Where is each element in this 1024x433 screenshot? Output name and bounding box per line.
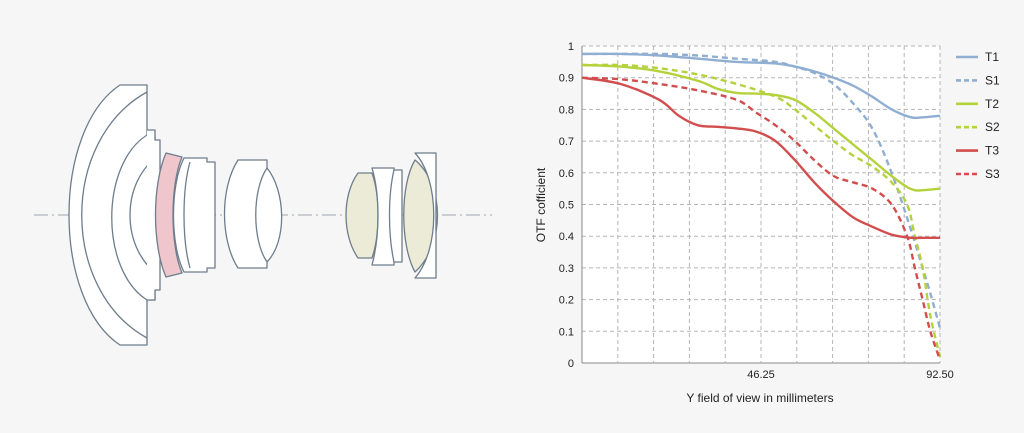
- y-tick-label: 0: [568, 358, 574, 370]
- x-axis-title: Y field of view in millimeters: [686, 391, 833, 405]
- y-tick-labels: 0 0.1 0.2 0.3 0.4 0.5 0.6 0.7 0.8 0.9 1: [559, 41, 574, 370]
- y-tick-label: 0.7: [559, 136, 574, 148]
- lens-element-9: [388, 169, 403, 263]
- legend-label-s3: S3: [985, 167, 1000, 181]
- lens-element-11: [414, 152, 437, 279]
- lens-cross-section-diagram: [34, 84, 492, 346]
- x-tick-label: 92.50: [926, 369, 954, 381]
- series-line-t1: [581, 52, 941, 120]
- legend-label-t1: T1: [985, 50, 999, 64]
- series-line-s2: [581, 63, 942, 357]
- y-tick-label: 0.8: [559, 104, 574, 116]
- legend-label-t3: T3: [985, 144, 999, 158]
- series-line-s3: [581, 76, 942, 361]
- legend-label-s2: S2: [985, 120, 1000, 134]
- y-axis-title: OTF cofficient: [534, 167, 548, 242]
- lens-element-2: [111, 134, 156, 301]
- x-tick-labels: 46.25 92.50: [747, 369, 954, 381]
- lens-element-1-inner-curve: [81, 91, 148, 339]
- legend-label-t2: T2: [985, 97, 999, 111]
- y-tick-label: 0.6: [559, 168, 574, 180]
- lens-element-6: [255, 167, 283, 263]
- series-line-t3: [581, 76, 940, 240]
- series-line-t2: [581, 63, 941, 192]
- lens-element-4-inner: [183, 161, 191, 269]
- lens-element-4: [172, 157, 216, 273]
- legend: T1 S1 T2 S2 T3 S3: [956, 50, 1000, 181]
- lens-element-5: [223, 159, 268, 269]
- y-tick-label: 0.2: [559, 295, 574, 307]
- x-tick-label: 46.25: [747, 369, 775, 381]
- lens-element-8: [371, 167, 395, 266]
- series-line-s1: [582, 52, 942, 329]
- grid: [581, 45, 941, 364]
- y-tick-label: 0.1: [559, 326, 574, 338]
- y-tick-label: 1: [568, 41, 574, 53]
- y-tick-label: 0.9: [559, 73, 574, 85]
- y-tick-label: 0.3: [559, 263, 574, 275]
- legend-label-s1: S1: [985, 73, 1000, 87]
- y-tick-label: 0.4: [559, 231, 574, 243]
- lens-element-3-pink: [154, 152, 183, 278]
- y-tick-label: 0.5: [559, 200, 574, 212]
- series-lines: [581, 52, 942, 361]
